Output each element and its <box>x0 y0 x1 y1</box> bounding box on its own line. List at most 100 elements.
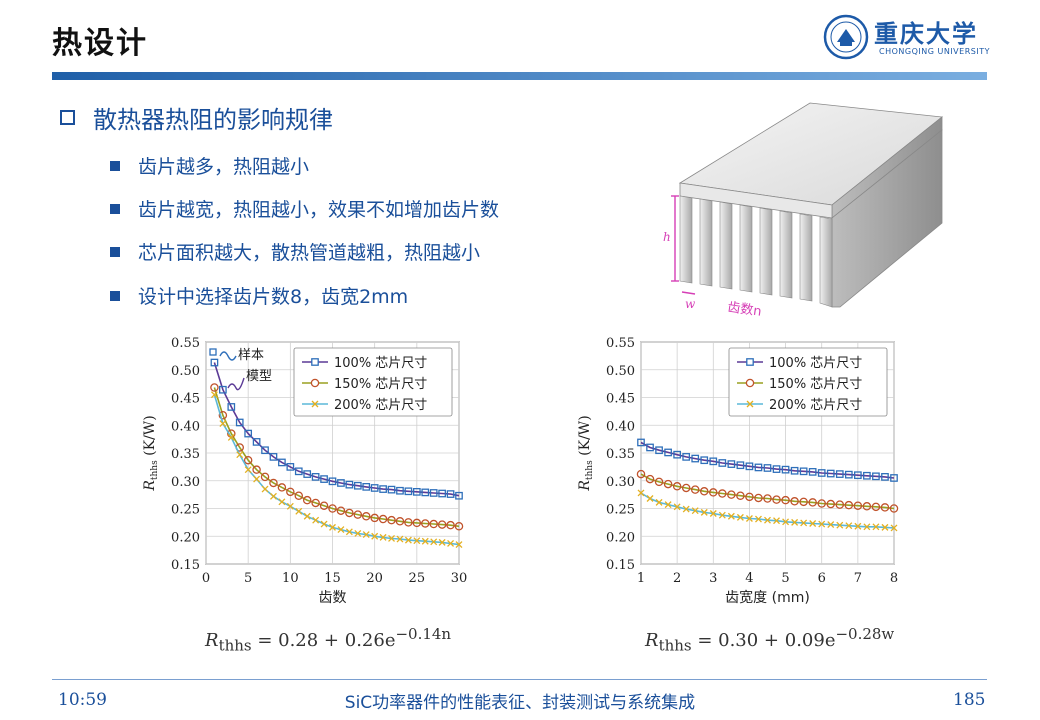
data-point-stroke <box>404 536 412 544</box>
data-point-stroke <box>295 507 303 515</box>
data-point-stroke <box>827 521 835 529</box>
bullet-text: 齿片越宽，热阻越小，效果不如增加齿片数 <box>138 199 500 221</box>
square-bullet-icon <box>110 160 120 171</box>
data-point-stroke <box>818 520 826 528</box>
data-point-stroke <box>764 516 771 524</box>
data-point <box>663 479 673 489</box>
heatsink-height-label: h <box>663 230 671 244</box>
legend-marker <box>746 358 754 366</box>
data-point <box>637 489 645 497</box>
y-tick-label: 0.45 <box>606 392 635 407</box>
data-point <box>210 358 219 367</box>
data-point <box>295 507 303 515</box>
data-point-stroke <box>362 531 370 539</box>
data-point <box>319 501 329 510</box>
data-point <box>455 541 463 549</box>
data-point <box>809 520 817 527</box>
y-tick-label: 0.55 <box>171 336 200 351</box>
data-point <box>261 446 269 455</box>
data-point-stroke <box>637 489 645 497</box>
data-point <box>396 535 404 543</box>
formula-rhs: = 0.28 + 0.26e <box>251 630 396 651</box>
section-heading-text: 散热器热阻的影响规律 <box>93 106 333 134</box>
data-point <box>763 494 772 503</box>
data-point <box>736 513 744 521</box>
heatsink-width-label: w <box>685 297 696 311</box>
data-point <box>345 508 354 518</box>
data-point <box>244 429 253 438</box>
data-point <box>826 469 835 478</box>
data-point-stroke <box>863 523 871 531</box>
data-point-stroke <box>253 475 261 483</box>
data-point-stroke <box>219 420 227 428</box>
y-tick-label: 0.20 <box>606 530 635 545</box>
data-point <box>709 457 718 466</box>
formula-lhs: R <box>205 630 219 651</box>
data-point <box>745 515 753 522</box>
bullet-item: 设计中选择齿片数8，齿宽2mm <box>110 282 408 309</box>
data-point <box>835 470 844 478</box>
data-point <box>844 500 854 510</box>
data-point <box>362 531 370 539</box>
y-axis-label-main: R <box>142 480 158 492</box>
y-tick-label: 0.25 <box>171 503 200 518</box>
data-point <box>781 495 790 505</box>
data-point <box>636 469 646 479</box>
data-point <box>700 456 709 465</box>
data-point <box>881 473 889 481</box>
formula-exponent: −0.28w <box>835 625 895 643</box>
data-point <box>799 497 808 507</box>
y-axis-label: Rthhs (K/W) <box>142 415 160 491</box>
data-point <box>718 511 726 519</box>
slide-title: 热设计 <box>52 26 148 61</box>
y-tick-label: 0.30 <box>606 475 635 490</box>
data-point <box>421 488 430 497</box>
y-axis-label-main: R <box>577 480 593 492</box>
data-point-stroke <box>430 538 438 546</box>
y-axis-label-sub: thhs <box>585 460 595 480</box>
data-point-stroke <box>800 519 808 527</box>
data-point <box>312 516 320 524</box>
data-point-stroke <box>210 391 218 399</box>
data-point-stroke <box>791 518 799 526</box>
data-point <box>799 467 808 476</box>
chart-fin-width: 1 2 3 4 5 6 7 8 0.15 0.20 0.25 0.30 0.35 0.40 0.45 0.50… <box>577 336 899 606</box>
data-point <box>655 446 663 455</box>
x-tick-label: 1 <box>637 571 645 586</box>
data-point <box>745 462 754 471</box>
data-point-stroke <box>718 511 726 519</box>
data-point <box>889 504 899 513</box>
data-point <box>294 491 304 500</box>
legend-marker <box>311 358 319 366</box>
data-point <box>370 513 379 523</box>
data-point <box>764 516 771 524</box>
bullet-item: 芯片面积越大，散热管道越粗，热阻越小 <box>110 238 480 265</box>
data-point <box>413 537 421 545</box>
data-point <box>854 471 862 480</box>
data-point <box>354 530 362 537</box>
legend-marker-stroke <box>311 400 319 408</box>
data-point-stroke <box>371 532 379 540</box>
data-point <box>845 522 853 530</box>
data-point <box>691 454 700 463</box>
legend-box <box>728 347 888 417</box>
x-tick-label: 2 <box>673 571 681 586</box>
square-bullet-icon <box>110 246 120 257</box>
data-point <box>286 502 294 510</box>
data-point <box>218 411 228 420</box>
data-point <box>446 520 455 530</box>
data-point <box>421 519 430 528</box>
data-point <box>844 470 853 479</box>
data-point <box>817 499 826 508</box>
data-point <box>311 498 320 508</box>
data-point <box>260 472 270 482</box>
series-line <box>213 387 460 528</box>
square-bullet-icon <box>110 290 120 301</box>
data-point <box>700 508 708 516</box>
data-point <box>320 520 328 528</box>
legend-marker-stroke <box>746 400 754 408</box>
data-point <box>235 418 244 427</box>
data-point <box>655 498 663 506</box>
data-point <box>709 488 718 497</box>
data-point <box>412 487 421 496</box>
